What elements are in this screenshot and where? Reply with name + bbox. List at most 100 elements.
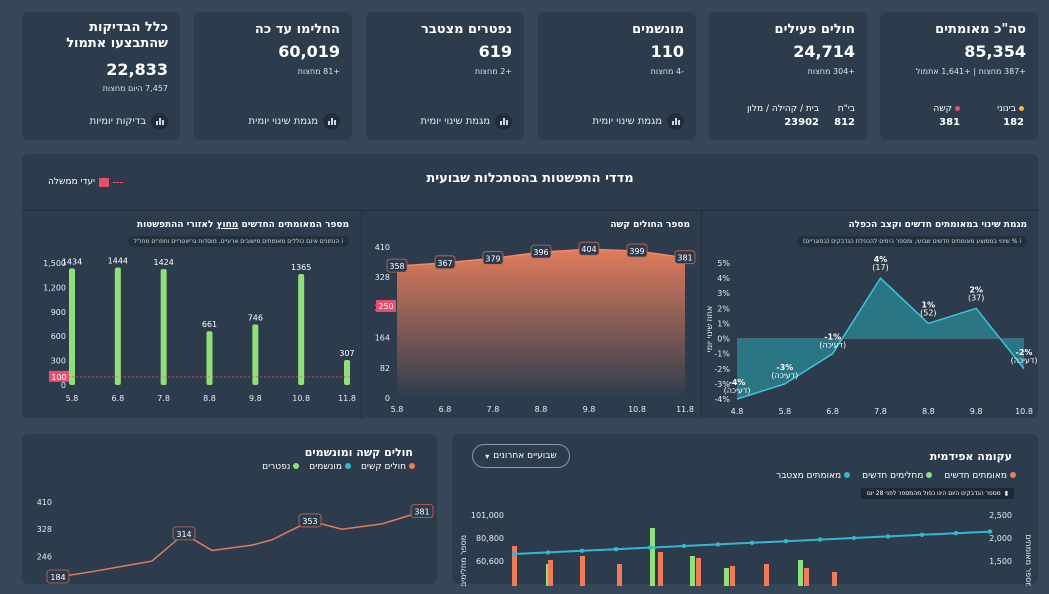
cumulative-point	[919, 532, 925, 537]
kpi-value: 85,354	[964, 42, 1026, 61]
value-badge	[626, 243, 648, 258]
kpi-sub: -4 מחצות	[650, 67, 684, 76]
severe-ventilated-card: חולים קשה ומונשמים חולים קשים מונשמים נפטר…	[22, 434, 437, 584]
y-tick-label: 2%	[717, 304, 730, 313]
daily-trend-button[interactable]: מגמת שינוי יומית	[593, 112, 684, 130]
value-badge	[386, 258, 408, 273]
bar	[160, 269, 167, 385]
value-badge	[172, 526, 196, 541]
change-trend-chart: 5%4%3%2%1%0%-1%-2%-3%-4%-4%(דעיכה)-3%(דע…	[705, 255, 1038, 416]
daily-tests-button[interactable]: בדיקות יומיות	[90, 112, 168, 130]
legend-swatch-icon	[99, 177, 110, 187]
value-label: 399	[629, 247, 644, 256]
kpi-title: נפטרים מצטבר	[421, 22, 512, 37]
x-tick-label: 9.8	[249, 394, 262, 403]
y-tick-label: 246	[37, 552, 52, 561]
bar	[206, 331, 213, 385]
legend-item[interactable]: מונשמים	[309, 462, 351, 472]
kpi-confirmed-card: סה"כ מאומתים 85,354 +387 מחצות | +1,641 …	[880, 12, 1038, 140]
legend-dot-icon	[926, 472, 933, 478]
value-label: 404	[581, 245, 596, 254]
period-dropdown[interactable]: שבועיים אחרונים ▾	[472, 444, 570, 468]
legend-item[interactable]: מחלימים חדשים	[862, 471, 933, 481]
kpi-title: החלימו עד כה	[254, 22, 340, 37]
doubling-label: (דעיכה)	[819, 341, 846, 350]
cumulative-point	[817, 537, 823, 542]
bar-chart-icon	[495, 112, 512, 130]
kpi-value: 24,714	[793, 42, 855, 61]
value-label: 381	[677, 254, 692, 263]
kpi-ventilated-card: מונשמים 110 -4 מחצות מגמת שינוי יומית	[538, 12, 696, 140]
value-badge	[410, 504, 434, 519]
bar	[724, 568, 729, 586]
legend-item[interactable]: נפטרים	[262, 462, 300, 472]
legend-item[interactable]: חולים קשים	[361, 462, 415, 472]
cumulative-point	[783, 539, 789, 544]
severe-patients-chart: 4103282461648202503583673793964043993815…	[375, 241, 696, 414]
bar-value-label: 746	[248, 313, 263, 322]
y-tick-label: 164	[375, 334, 390, 343]
point-label: 1%	[922, 300, 936, 309]
kpi-home: בית / קהילה / מלון 23902	[746, 104, 819, 128]
value-label: 379	[485, 254, 500, 263]
cumulative-point	[511, 551, 517, 557]
bar	[730, 566, 735, 586]
y-tick-label: 1%	[717, 319, 730, 328]
x-tick-label: 9.8	[970, 407, 983, 416]
bar	[690, 556, 695, 586]
value-label: 353	[302, 517, 317, 526]
y-tick-label-left: 80,800	[476, 534, 504, 543]
daily-trend-button[interactable]: מגמת שינוי יומית	[421, 112, 512, 130]
panel-new-confirmed: מספר המאומתים החדשים מחוץ לאזורי ההתפשטו…	[22, 210, 361, 419]
y-tick-label: 3%	[717, 289, 730, 298]
kpi-value: 619	[478, 42, 512, 61]
medium-dot-icon	[1019, 106, 1024, 111]
daily-trend-button[interactable]: מגמת שינוי יומית	[249, 112, 340, 130]
doubling-label: (דעיכה)	[1011, 356, 1038, 365]
bar	[344, 360, 350, 385]
y-tick-label-right: 1,500	[989, 557, 1012, 566]
doubling-label: (דעיכה)	[724, 386, 751, 395]
x-tick-label: 7.8	[874, 407, 887, 416]
x-tick-label: 5.8	[391, 405, 404, 414]
weekly-spread-section: מדדי התפשטות בהסתכלות שבועית יעדי ממשלה …	[22, 154, 1039, 419]
bar	[512, 546, 517, 586]
panel-severe-patients: מספר החולים קשה 410328246164820250358367…	[361, 210, 702, 419]
target-badge	[49, 370, 69, 382]
value-badge	[530, 244, 552, 259]
legend-dot-icon	[409, 463, 415, 469]
target-label: 100	[51, 373, 66, 382]
x-tick-label: 5.8	[778, 407, 791, 416]
y-tick-label-left: 60,600	[476, 557, 504, 566]
cumulative-point	[545, 550, 551, 555]
cumulative-point	[987, 529, 993, 534]
x-tick-label: 6.8	[111, 394, 124, 403]
point-label: 2%	[969, 285, 983, 294]
x-tick-label: 6.8	[439, 405, 452, 414]
legend-item[interactable]: מאומתים חדשים	[944, 471, 1016, 481]
gov-target-legend[interactable]: יעדי ממשלה	[48, 177, 124, 187]
chart-legend: מאומתים חדשים מחלימים חדשים מאומתים מצטבר	[776, 471, 1016, 481]
x-tick-label: 10.8	[1015, 407, 1033, 416]
doubling-label: (דעיכה)	[771, 371, 798, 380]
y-tick-label: 5%	[717, 259, 730, 268]
panel-title: מגמת שינוי במאומתים חדשים וקצב הכפלה	[848, 220, 1028, 230]
bar-chart-icon	[323, 112, 340, 130]
x-tick-label: 7.8	[157, 394, 170, 403]
target-badge	[376, 299, 396, 312]
kpi-value: 60,019	[278, 42, 340, 61]
bar	[804, 568, 809, 586]
y-tick-label: 328	[37, 525, 52, 534]
bar	[114, 267, 121, 385]
x-tick-label: 6.8	[826, 407, 839, 416]
y-tick-label: 328	[375, 273, 390, 282]
y-tick-label: 0%	[717, 335, 730, 344]
bar	[580, 556, 585, 586]
y-tick-label: 900	[51, 308, 66, 317]
y-tick-label: 410	[375, 243, 390, 252]
legend-dot-icon	[844, 472, 851, 478]
value-badge	[434, 255, 456, 270]
kpi-value: 110	[650, 42, 684, 61]
legend-item[interactable]: מאומתים מצטבר	[776, 471, 851, 481]
panel-change-trend: מגמת שינוי במאומתים חדשים וקצב הכפלה i %…	[701, 210, 1039, 419]
